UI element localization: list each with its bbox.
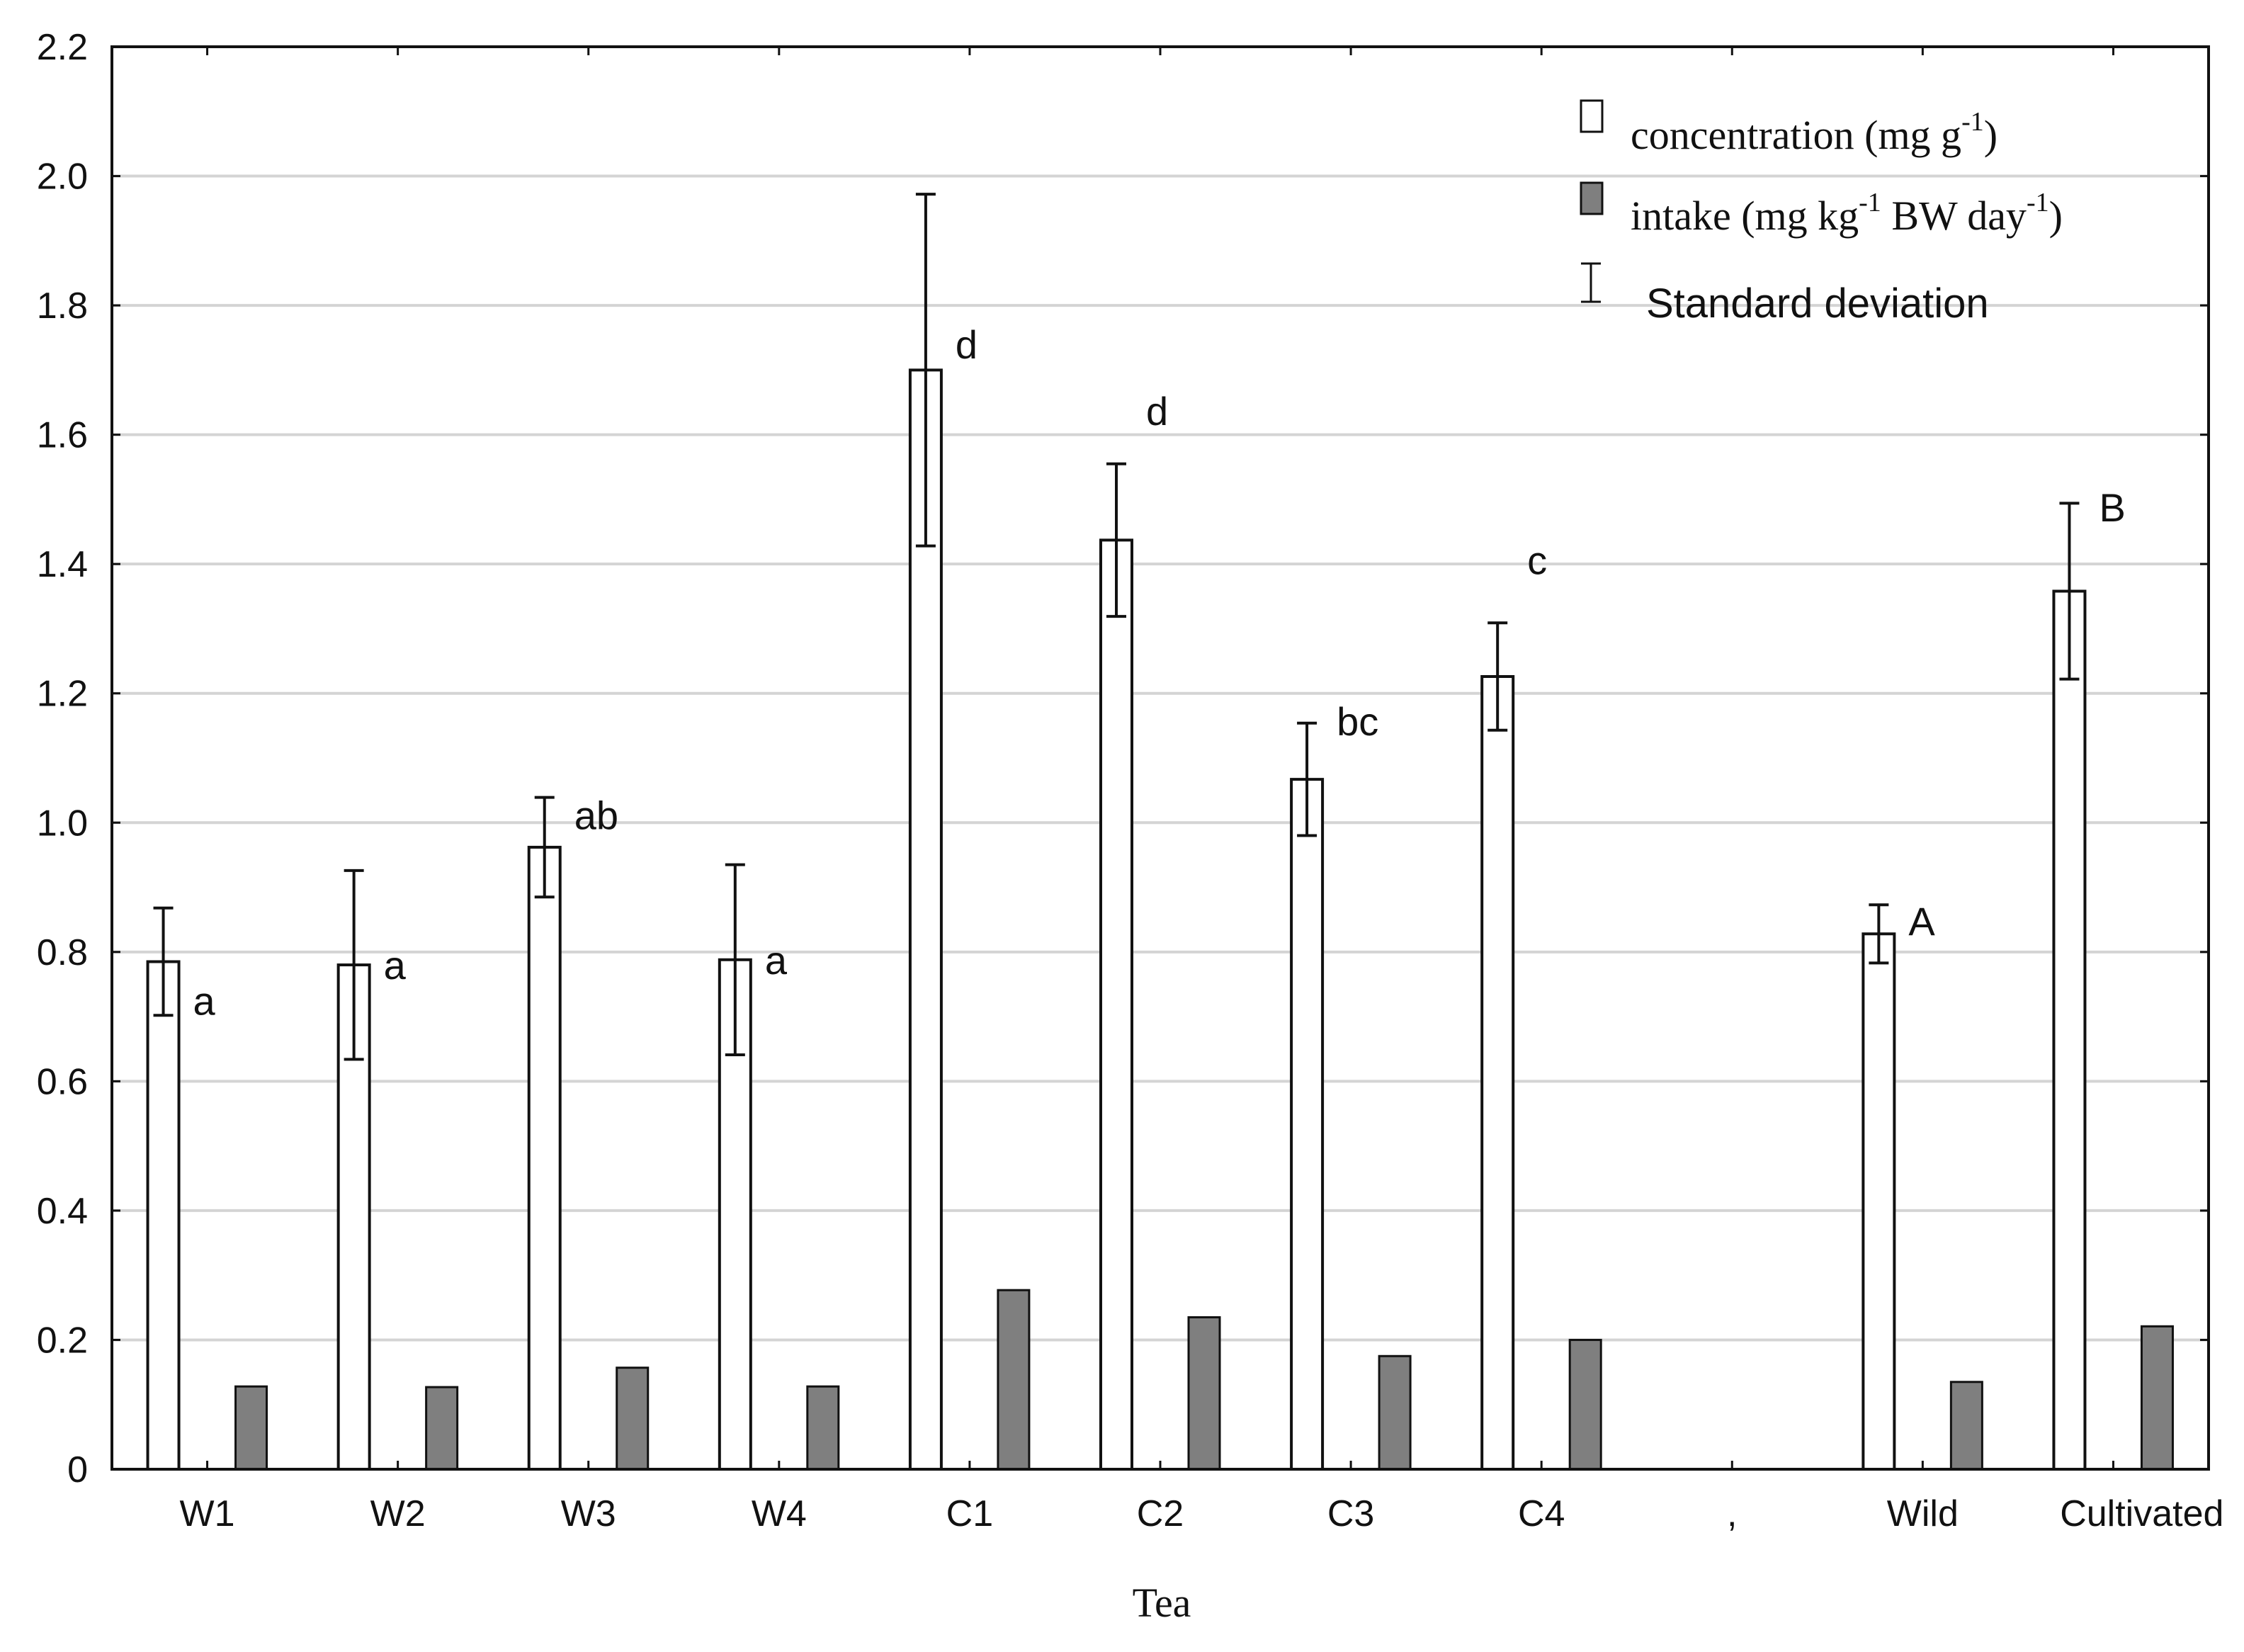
bar-concentration	[1862, 932, 1896, 1471]
bars	[146, 368, 2174, 1471]
x-tick-label: W3	[561, 1493, 616, 1534]
significance-labels: a a ab a d d bc c A B	[193, 322, 2126, 1023]
x-tick-label: C2	[1137, 1493, 1184, 1534]
significance-label: bc	[1337, 699, 1378, 744]
bar-intake	[1568, 1338, 1602, 1471]
significance-label: ab	[574, 793, 618, 837]
bar-intake	[425, 1386, 459, 1471]
x-tick-label: C3	[1327, 1493, 1374, 1534]
y-tick-label: 0.4	[37, 1191, 88, 1232]
legend-label-standard-deviation: Standard deviation	[1646, 281, 1989, 327]
y-tick-label: 0.6	[37, 1061, 88, 1102]
bar-concentration	[2052, 589, 2087, 1471]
y-tick-label: 0.8	[37, 932, 88, 973]
significance-label: a	[765, 938, 788, 983]
significance-label: A	[1908, 899, 1935, 944]
y-tick-label: 1.6	[37, 415, 88, 456]
bar-intake	[234, 1385, 268, 1471]
bar-concentration	[1099, 538, 1133, 1471]
legend-errorbar-icon	[1581, 262, 1601, 303]
significance-label: a	[193, 978, 216, 1023]
y-tick-label: 1.8	[37, 285, 88, 327]
legend-swatch-intake	[1580, 181, 1604, 215]
y-tick-label: 0	[67, 1449, 88, 1490]
significance-label: a	[384, 943, 407, 988]
significance-label: B	[2099, 485, 2125, 530]
significance-label: c	[1527, 538, 1547, 583]
x-axis-ticks: W1 W2 W3 W4 C1 C2 C3 C4, Wild Cultivated	[180, 47, 2223, 1534]
bar-intake	[1378, 1354, 1412, 1471]
legend: concentration (mg g-1) intake (mg kg-1 B…	[1580, 99, 2063, 327]
gridlines	[112, 174, 2209, 1342]
bar-intake	[1187, 1316, 1221, 1471]
bar-concentration	[146, 960, 181, 1471]
x-tick-label: C4	[1518, 1493, 1565, 1534]
y-tick-label: 1.0	[37, 803, 88, 844]
x-tick-label: Cultivated	[2060, 1493, 2223, 1534]
x-tick-label: Wild	[1887, 1493, 1959, 1534]
bar-intake	[1949, 1381, 1983, 1471]
x-tick-label: ,	[1727, 1493, 1737, 1534]
x-tick-label: W2	[370, 1493, 426, 1534]
error-bars	[153, 193, 2080, 1061]
bar-intake	[2140, 1325, 2174, 1471]
y-tick-label: 1.4	[37, 544, 88, 585]
y-tick-label: 2.2	[37, 27, 88, 68]
x-tick-label: C1	[946, 1493, 993, 1534]
significance-label: d	[1146, 389, 1168, 434]
legend-swatch-concentration	[1580, 99, 1604, 133]
x-tick-label: W4	[752, 1493, 807, 1534]
legend-label-intake: intake (mg kg-1 BW day-1)	[1631, 188, 2063, 239]
legend-label-concentration: concentration (mg g-1)	[1631, 107, 1998, 158]
bar-concentration	[527, 845, 562, 1471]
bar-concentration	[1480, 674, 1515, 1471]
x-tick-label: W1	[180, 1493, 235, 1534]
bar-intake	[997, 1289, 1031, 1471]
y-tick-label: 2.0	[37, 157, 88, 198]
bar-intake	[616, 1367, 650, 1471]
bar-intake	[806, 1385, 840, 1471]
y-axis-ticks: 0 0.2 0.4 0.6 0.8 1.0 1.2 1.4 1.6 1.8 2.0 2.2	[37, 27, 2209, 1490]
y-tick-label: 0.2	[37, 1320, 88, 1361]
bar-concentration	[1290, 778, 1325, 1471]
y-tick-label: 1.2	[37, 674, 88, 715]
x-axis-title: Tea	[1133, 1580, 1191, 1626]
significance-label: d	[956, 322, 978, 367]
